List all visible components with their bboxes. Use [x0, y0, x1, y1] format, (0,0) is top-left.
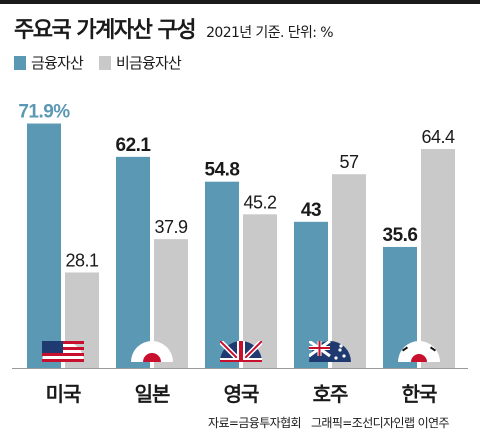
source-text: 자료=금융투자협회	[208, 416, 302, 430]
chart-subtitle: 2021년 기준. 단위: %	[206, 25, 333, 41]
source-note: 자료=금융투자협회 그래픽=조선디자인랩 이연주	[208, 414, 450, 431]
data-label-non-financial: 28.1	[65, 250, 99, 270]
uk-flag-icon	[220, 341, 262, 362]
bar-financial	[116, 156, 150, 368]
data-label-financial: 35.6	[383, 225, 418, 246]
data-label-non-financial: 37.9	[154, 217, 188, 237]
legend-swatch-financial	[14, 55, 26, 70]
legend: 금융자산 비금융자산	[14, 52, 197, 73]
us-flag-icon	[42, 341, 84, 362]
korea-flag-icon	[398, 341, 440, 362]
legend-label-financial: 금융자산	[31, 54, 84, 72]
legend-item-financial: 금융자산	[14, 52, 84, 73]
legend-swatch-non-financial	[99, 55, 112, 70]
category-label: 호주	[313, 382, 348, 406]
credit-text: 그래픽=조선디자인랩 이연주	[310, 416, 450, 430]
legend-item-non-financial: 비금융자산	[99, 52, 182, 73]
top-rule	[0, 0, 480, 4]
chart-header: 주요국 가계자산 구성 2021년 기준. 단위: %	[14, 12, 334, 44]
data-label-financial: 71.9%	[18, 102, 70, 123]
category-label: 미국	[46, 382, 81, 406]
data-label-non-financial: 64.4	[421, 127, 455, 147]
data-label-financial: 43	[301, 200, 321, 221]
data-label-financial: 54.8	[205, 160, 240, 181]
category-label: 한국	[402, 382, 437, 406]
bar-financial	[205, 181, 239, 368]
australia-flag-icon	[309, 341, 351, 362]
bar-non-financial	[421, 149, 455, 368]
category-label: 영국	[224, 382, 259, 406]
data-label-non-financial: 45.2	[243, 192, 277, 212]
bar-non-financial	[332, 174, 366, 368]
japan-flag-icon	[131, 341, 173, 362]
category-label: 일본	[135, 382, 170, 406]
data-label-non-financial: 57	[339, 152, 359, 172]
bar-financial	[27, 123, 61, 368]
chart-title: 주요국 가계자산 구성	[14, 18, 196, 43]
data-label-financial: 62.1	[116, 135, 152, 156]
legend-label-non-financial: 비금융자산	[116, 54, 182, 72]
